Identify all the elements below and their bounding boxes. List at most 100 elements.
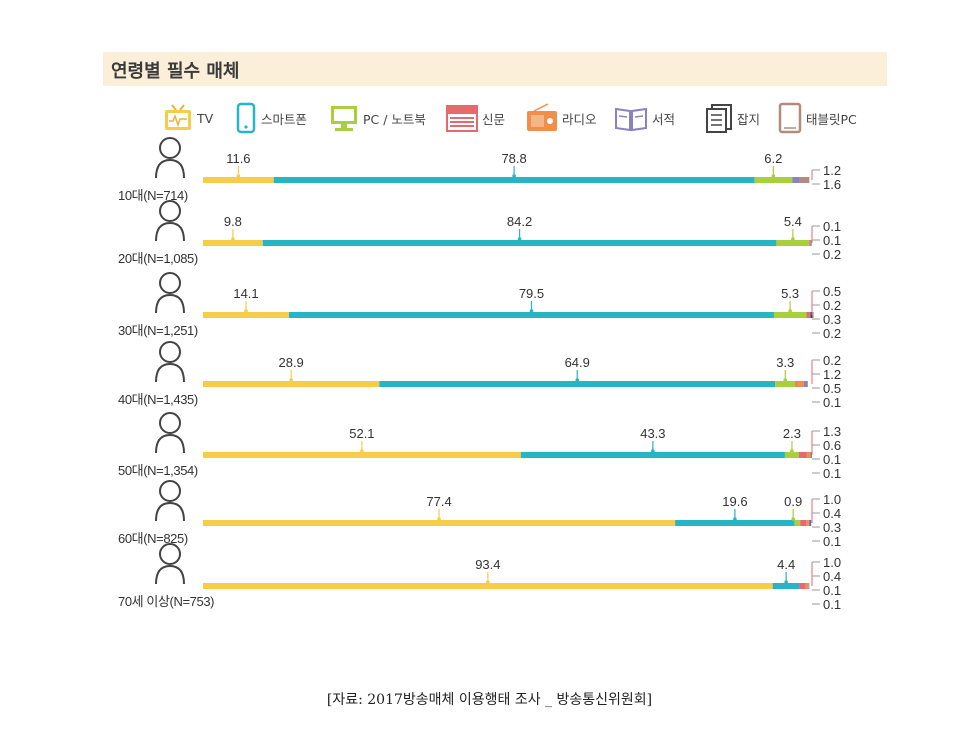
row-label: 50대(N=1,354) [118,463,198,478]
person-body-icon [155,221,185,242]
legend-item-pc: PC / 노트북 [329,100,426,136]
side-label: 0.1 [823,466,841,481]
book-icon [615,107,647,132]
bar-segment-newspaper [799,583,806,589]
bar-segment-newspaper [800,520,807,526]
legend-item-radio: 라디오 [526,100,597,136]
legend-item-newspaper: 신문 [446,100,505,136]
side-label: 0.1 [823,583,841,598]
legend-label-book: 서적 [652,111,676,127]
label-marker [231,237,235,241]
side-label: 0.1 [823,395,841,410]
label-marker [791,517,795,521]
data-label: 9.8 [224,214,242,229]
row-label: 60대(N=825) [118,531,188,546]
bar-segment-TV [203,240,263,246]
bar-segment-radio [796,381,804,387]
bar-segment-TV [203,583,773,589]
radio-icon [527,103,557,131]
side-label: 1.6 [823,177,841,192]
bar-segment-book [809,240,811,246]
label-marker [788,309,792,313]
bar-segment-pc [794,520,801,526]
bar-segment-TV [203,381,380,387]
bar-segment-tablet [799,177,810,183]
label-marker [529,309,534,313]
side-label: 0.1 [823,597,841,612]
bar-segment-book [792,177,800,183]
person-body-icon [155,158,185,179]
data-label: 3.3 [776,355,794,370]
legend-item-book: 서적 [614,100,675,136]
bar-segment-book [810,452,812,458]
side-label: 1.3 [823,424,841,439]
person-icon [159,200,181,222]
bar-segment-pc [784,452,799,458]
bar-segment-smartphone [273,177,755,183]
label-marker [360,449,364,453]
person-icon [159,341,181,363]
label-marker [575,378,580,382]
data-label: 5.4 [784,214,802,229]
legend-label-tv: TV [197,110,214,126]
data-label: 64.9 [565,355,590,370]
data-label: 19.6 [722,494,747,509]
bar-segment-book [809,312,811,318]
legend-label-pc: PC / 노트북 [363,111,426,127]
bar-segment-newspaper [806,312,810,318]
row-label: 40대(N=1,435) [118,392,198,407]
legend-label-newspaper: 신문 [482,111,506,127]
newspaper-icon [446,105,478,132]
label-marker [791,237,795,241]
label-marker [784,580,788,584]
tablet-icon [778,102,802,134]
label-marker [783,378,788,382]
side-label: 0.2 [823,247,841,262]
bar-segment-pc [773,312,807,318]
bar-segment-pc [775,381,796,387]
chart-panel: 연령별 필수 매체 TV 스마트폰 [103,48,887,623]
bar-segment-newspaper [809,240,810,246]
title-band: 연령별 필수 매체 [103,52,887,86]
magazine-icon [706,104,732,133]
row-label: 10대(N=714) [118,188,188,203]
label-marker [771,174,776,178]
bar-segment-pc [776,240,810,246]
side-label: 0.5 [823,381,841,396]
bar-segment-TV [203,452,521,458]
bar-segment-radio [806,452,811,458]
legend-label-tablet: 태블릿PC [806,111,857,127]
bar-segment-smartphone [772,583,800,589]
side-label: 1.2 [823,367,841,382]
data-label: 0.9 [784,494,802,509]
bar-segment-TV [203,520,676,526]
label-marker [790,449,794,453]
bar-segment-newspaper [798,452,807,458]
label-marker [517,237,522,241]
side-label: 0.3 [823,520,841,535]
bar-segment-smartphone [520,452,785,458]
side-label: 1.0 [823,555,841,570]
pc-icon [331,106,357,131]
person-body-icon [155,501,185,522]
side-label: 0.1 [823,219,841,234]
bar-segment-TV [203,312,290,318]
data-label: 2.3 [783,426,801,441]
label-marker [236,174,241,178]
person-icon [159,272,181,294]
bar-segment-magazine [811,452,812,458]
bar-segment-newspaper [795,381,797,387]
side-label: 1.2 [823,163,841,178]
bar-segment-radio [806,520,809,526]
chart-title: 연령별 필수 매체 [111,61,240,82]
side-label: 0.2 [823,326,841,341]
data-label: 28.9 [278,355,303,370]
side-label: 0.1 [823,233,841,248]
bar-segment-TV [203,177,274,183]
bar-segment-tablet [808,583,810,589]
bar-segment-radio [805,583,809,589]
bar-segment-smartphone [379,381,776,387]
legend-item-magazine: 잡지 [705,100,760,136]
person-body-icon [155,362,185,383]
side-label: 0.4 [823,569,841,584]
